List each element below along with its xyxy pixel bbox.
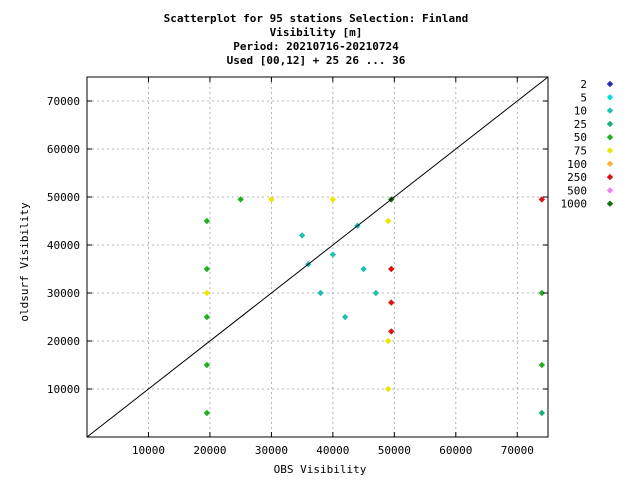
legend-label: 100 <box>567 158 587 171</box>
legend-label: 2 <box>580 78 587 91</box>
plot-frame <box>86 76 549 438</box>
legend-label: 25 <box>574 118 587 131</box>
data-point <box>538 361 546 369</box>
title-line-1: Scatterplot for 95 stations Selection: F… <box>164 12 469 25</box>
y-tick-label: 40000 <box>47 239 80 252</box>
data-point <box>372 289 380 297</box>
data-point <box>203 217 211 225</box>
y-tick-label: 70000 <box>47 95 80 108</box>
legend-marker <box>606 187 614 194</box>
legend-label: 75 <box>574 145 587 158</box>
legend-marker <box>606 80 614 88</box>
data-point <box>203 409 211 417</box>
legend-label: 500 <box>567 184 587 197</box>
data-point <box>203 361 211 369</box>
x-tick-label: 30000 <box>255 444 288 457</box>
data-point <box>384 217 392 225</box>
x-axis-label: OBS Visibility <box>274 463 367 476</box>
data-point <box>203 265 211 273</box>
y-tick-label: 10000 <box>47 383 80 396</box>
legend-label: 10 <box>574 105 587 118</box>
x-tick-label: 60000 <box>439 444 472 457</box>
y-tick-label: 60000 <box>47 143 80 156</box>
y-tick-label: 30000 <box>47 287 80 300</box>
legend-label: 1000 <box>561 198 588 211</box>
x-tick-label: 20000 <box>193 444 226 457</box>
legend-marker <box>606 173 614 181</box>
title-line-4: Used [00,12] + 25 26 ... 36 <box>227 54 406 67</box>
data-point <box>329 251 337 258</box>
data-point <box>388 328 395 335</box>
data-point <box>388 299 395 306</box>
legend-marker <box>606 107 614 114</box>
data-point <box>203 289 211 297</box>
x-tick-label: 70000 <box>501 444 534 457</box>
x-tick-label: 40000 <box>316 444 349 457</box>
legend-marker <box>606 94 614 101</box>
data-point <box>298 232 306 239</box>
legend-marker <box>606 134 614 141</box>
data-point <box>237 196 244 203</box>
legend-label: 50 <box>574 131 587 144</box>
y-axis-label: oldsurf Visibility <box>18 202 31 322</box>
y-tick-label: 20000 <box>47 335 80 348</box>
title-line-2: Visibility [m] <box>270 26 363 39</box>
x-tick-label: 10000 <box>132 444 165 457</box>
title-line-3: Period: 20210716-20210724 <box>233 40 399 53</box>
data-point <box>538 409 546 417</box>
data-point <box>388 265 395 273</box>
data-point <box>317 289 324 297</box>
legend-marker <box>606 147 614 154</box>
x-tick-label: 50000 <box>378 444 411 457</box>
legend-marker <box>606 200 614 207</box>
y-tick-label: 50000 <box>47 191 80 204</box>
legend-marker <box>606 160 614 167</box>
data-point <box>341 313 349 321</box>
data-point <box>538 289 546 297</box>
data-point <box>384 385 392 393</box>
axis-ticks: 10000 20000 30000 40000 50000 60000 70000 10000… <box>47 77 548 457</box>
data-point <box>203 313 211 321</box>
chart-title: Scatterplot for 95 stations Selection: F… <box>164 12 469 67</box>
data-point <box>360 265 367 273</box>
legend-label: 5 <box>580 91 587 104</box>
data-point <box>384 337 392 345</box>
data-point <box>329 196 337 203</box>
data-point <box>268 196 275 203</box>
legend-marker <box>606 120 614 128</box>
legend-label: 250 <box>567 171 587 184</box>
data-point <box>538 196 546 203</box>
diagonal-line <box>86 76 549 438</box>
